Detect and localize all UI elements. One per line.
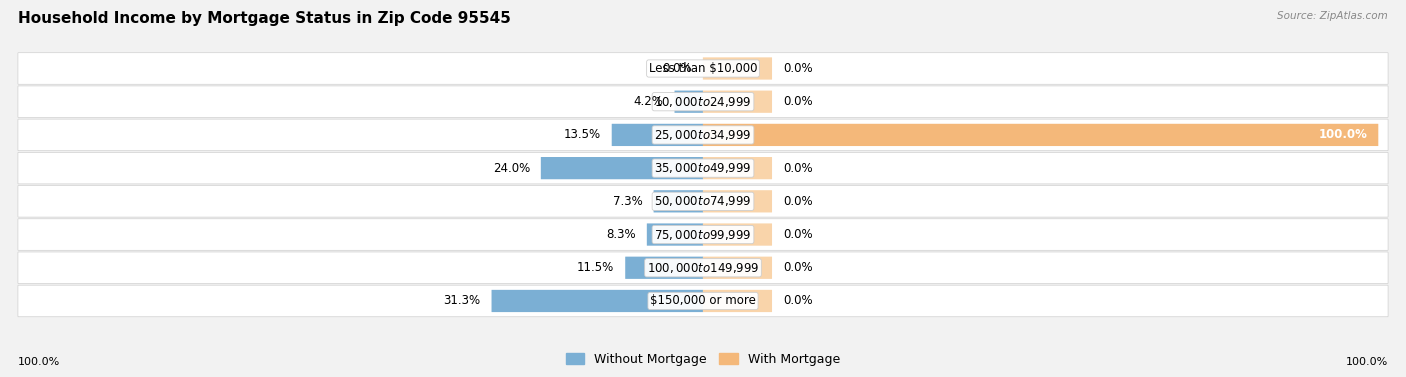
Text: 7.3%: 7.3%: [613, 195, 643, 208]
FancyBboxPatch shape: [18, 285, 1388, 317]
FancyBboxPatch shape: [703, 224, 772, 246]
Text: 8.3%: 8.3%: [606, 228, 636, 241]
FancyBboxPatch shape: [703, 257, 772, 279]
Text: 0.0%: 0.0%: [783, 261, 813, 274]
Text: 4.2%: 4.2%: [634, 95, 664, 108]
Text: 0.0%: 0.0%: [662, 62, 692, 75]
FancyBboxPatch shape: [18, 219, 1388, 250]
FancyBboxPatch shape: [703, 90, 772, 113]
Text: 31.3%: 31.3%: [443, 294, 481, 308]
FancyBboxPatch shape: [541, 157, 703, 179]
FancyBboxPatch shape: [703, 290, 772, 312]
FancyBboxPatch shape: [675, 90, 703, 113]
Text: $75,000 to $99,999: $75,000 to $99,999: [654, 228, 752, 242]
FancyBboxPatch shape: [18, 252, 1388, 284]
FancyBboxPatch shape: [18, 152, 1388, 184]
FancyBboxPatch shape: [612, 124, 703, 146]
Text: $100,000 to $149,999: $100,000 to $149,999: [647, 261, 759, 275]
FancyBboxPatch shape: [654, 190, 703, 213]
FancyBboxPatch shape: [492, 290, 703, 312]
FancyBboxPatch shape: [18, 86, 1388, 118]
FancyBboxPatch shape: [18, 119, 1388, 151]
FancyBboxPatch shape: [18, 185, 1388, 217]
Text: 0.0%: 0.0%: [783, 195, 813, 208]
FancyBboxPatch shape: [703, 157, 772, 179]
Legend: Without Mortgage, With Mortgage: Without Mortgage, With Mortgage: [561, 348, 845, 371]
Text: 0.0%: 0.0%: [783, 62, 813, 75]
Text: 100.0%: 100.0%: [18, 357, 60, 367]
FancyBboxPatch shape: [626, 257, 703, 279]
Text: 0.0%: 0.0%: [783, 95, 813, 108]
Text: 0.0%: 0.0%: [783, 294, 813, 308]
FancyBboxPatch shape: [647, 224, 703, 246]
FancyBboxPatch shape: [703, 124, 1378, 146]
FancyBboxPatch shape: [703, 190, 772, 213]
FancyBboxPatch shape: [703, 57, 772, 80]
Text: Less than $10,000: Less than $10,000: [648, 62, 758, 75]
Text: $50,000 to $74,999: $50,000 to $74,999: [654, 194, 752, 208]
Text: Household Income by Mortgage Status in Zip Code 95545: Household Income by Mortgage Status in Z…: [18, 11, 512, 26]
Text: 100.0%: 100.0%: [1346, 357, 1388, 367]
Text: $25,000 to $34,999: $25,000 to $34,999: [654, 128, 752, 142]
Text: $150,000 or more: $150,000 or more: [650, 294, 756, 308]
Text: 0.0%: 0.0%: [783, 162, 813, 175]
Text: Source: ZipAtlas.com: Source: ZipAtlas.com: [1277, 11, 1388, 21]
Text: 0.0%: 0.0%: [783, 228, 813, 241]
Text: $10,000 to $24,999: $10,000 to $24,999: [654, 95, 752, 109]
Text: 100.0%: 100.0%: [1319, 129, 1367, 141]
Text: 24.0%: 24.0%: [492, 162, 530, 175]
Text: $35,000 to $49,999: $35,000 to $49,999: [654, 161, 752, 175]
Text: 13.5%: 13.5%: [564, 129, 600, 141]
Text: 11.5%: 11.5%: [576, 261, 614, 274]
FancyBboxPatch shape: [18, 53, 1388, 84]
